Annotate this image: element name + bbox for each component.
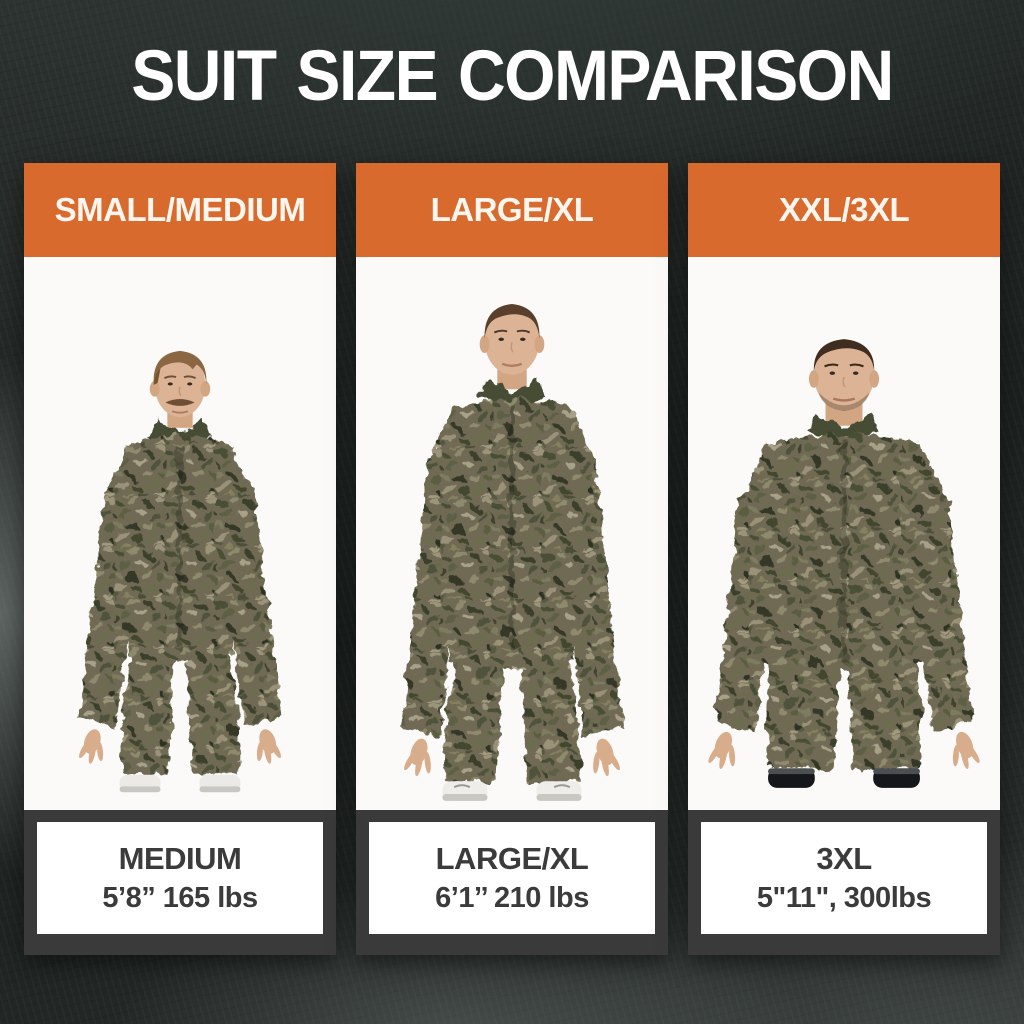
- model-photo-small-medium: [78, 350, 282, 793]
- spec-text: 5’8” 165 lbs: [102, 882, 258, 914]
- size-label: LARGE/XL: [435, 841, 589, 876]
- spec-footer-large-xl: LARGE/XL 6’1’’ 210 lbs: [356, 810, 668, 955]
- size-label: 3XL: [816, 841, 872, 876]
- model-photo-panel-large-xl: [356, 257, 668, 810]
- spec-footer-small-medium: MEDIUM 5’8” 165 lbs: [24, 810, 336, 955]
- size-label: MEDIUM: [118, 841, 242, 876]
- spec-footer-xxl-3xl: 3XL 5"11", 300lbs: [688, 810, 1000, 955]
- model-photo-panel-small-medium: [24, 257, 336, 810]
- column-header-small-medium: SMALL/MEDIUM: [24, 163, 336, 257]
- size-column-xxl-3xl: XXL/3XL: [688, 163, 1000, 955]
- size-column-large-xl: LARGE/XL: [356, 163, 668, 955]
- model-photo-xxl-3xl: [708, 339, 980, 788]
- column-header-xxl-3xl: XXL/3XL: [688, 163, 1000, 257]
- spec-card-xxl-3xl: 3XL 5"11", 300lbs: [701, 822, 987, 934]
- spec-text: 6’1’’ 210 lbs: [435, 882, 589, 914]
- spec-card-small-medium: MEDIUM 5’8” 165 lbs: [37, 822, 323, 934]
- size-column-small-medium: SMALL/MEDIUM: [24, 163, 336, 955]
- model-photo-panel-xxl-3xl: [688, 257, 1000, 810]
- page-title: SUIT SIZE COMPARISON: [131, 35, 894, 115]
- spec-text: 5"11", 300lbs: [756, 882, 932, 914]
- spec-card-large-xl: LARGE/XL 6’1’’ 210 lbs: [369, 822, 655, 934]
- model-photo-large-xl: [401, 304, 623, 801]
- column-header-large-xl: LARGE/XL: [356, 163, 668, 257]
